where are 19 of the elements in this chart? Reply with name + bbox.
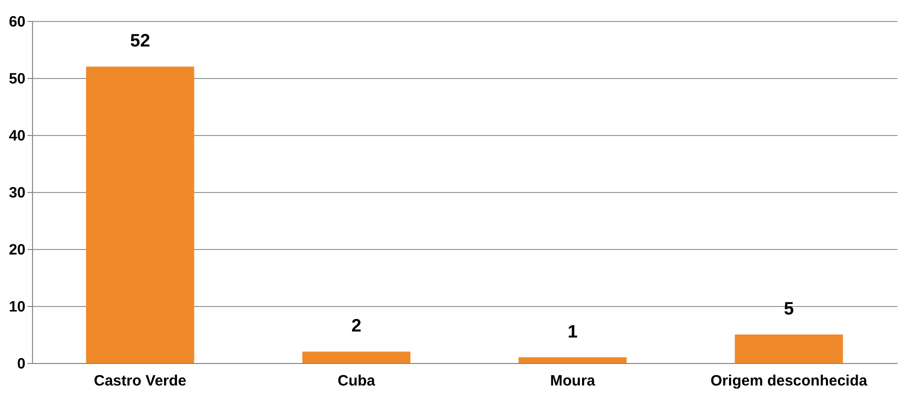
y-tick-label: 50 [8, 70, 26, 88]
bar [86, 66, 194, 363]
data-label: 1 [568, 321, 578, 342]
data-label: 2 [351, 316, 362, 336]
y-tick-label: 30 [8, 184, 26, 202]
y-tick-label: 20 [8, 242, 26, 258]
bar [734, 334, 843, 363]
data-label: 5 [784, 298, 794, 318]
y-tick-label: 40 [8, 128, 26, 144]
bar [302, 352, 410, 363]
data-label: 52 [130, 30, 150, 51]
y-tick-label: 60 [8, 14, 26, 30]
y-tick-label: 0 [17, 356, 26, 372]
x-tick-label: Moura [550, 372, 596, 390]
x-tick-label: Cuba [338, 372, 376, 390]
x-tick-label: Castro Verde [94, 372, 186, 390]
x-tick-label: Origem desconhecida [710, 372, 868, 390]
y-tick-label: 10 [8, 298, 26, 316]
bar [518, 357, 627, 363]
